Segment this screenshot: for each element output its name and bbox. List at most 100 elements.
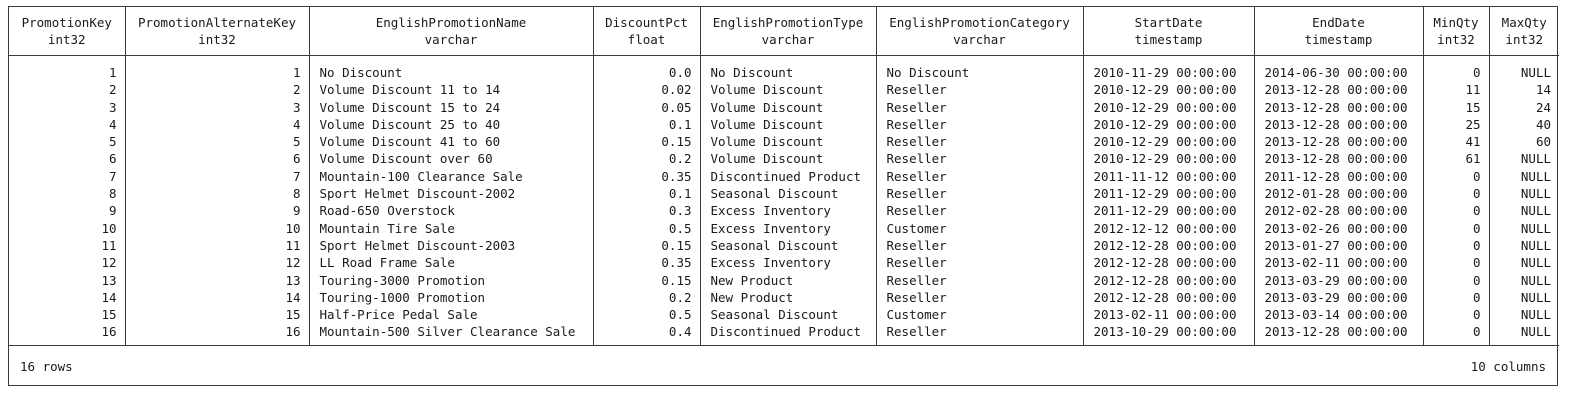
promotion-type-cell: Excess Inventory [699,254,876,272]
promotion-type-cell: No Discount [699,64,876,82]
promotion-key-cell: 7 [108,168,117,184]
promotion-type-cell: Excess Inventory [699,219,876,237]
promotion-category-cell: Reseller [875,98,1083,116]
promotion-name-cell: Sport Helmet Discount-2002 [308,185,593,203]
promotion-category-cell: Reseller [875,254,1083,272]
promotion-type-cell: New Product [699,288,876,307]
start-date-cell: 2013-10-29 00:00:00 [1082,323,1254,341]
promotion-type-cell: Volume Discount [699,150,876,168]
promotion-category-cell: Reseller [875,185,1083,203]
promotion-type-cell: Seasonal Discount [699,306,876,324]
min-qty-cell: 0 [1422,288,1489,307]
discount-pct-cell: 0.3 [592,202,700,220]
promotion-type-cell: Volume Discount [699,115,876,134]
max-qty-cell: NULL [1488,219,1559,237]
promotion-category-cell: Customer [875,219,1083,237]
promotion-name-cell: Touring-1000 Promotion [308,288,593,307]
promotion-alternate-key-cell: 12 [124,254,309,272]
max-qty-cell: 40 [1488,115,1559,134]
end-date-cell: 2013-02-26 00:00:00 [1253,219,1423,237]
end-date-cell: 2012-02-28 00:00:00 [1253,202,1423,220]
end-date-cell: 2013-12-28 00:00:00 [1253,81,1423,99]
promotion-type-cell: Volume Discount [699,98,876,116]
end-date-cell: 2013-12-28 00:00:00 [1253,98,1423,116]
discount-pct-cell: 0.15 [592,133,700,151]
table-row: 14 14 Touring-1000 Promotion 0.2 New Product… [9,288,1559,307]
max-qty-cell: 60 [1488,133,1559,151]
max-qty-cell: 24 [1488,98,1559,116]
column-name: EndDate [1312,15,1365,30]
min-qty-cell: 0 [1422,219,1489,237]
promotion-key-cell: 14 [101,289,117,305]
start-date-cell: 2012-12-28 00:00:00 [1082,254,1254,272]
min-qty-cell: 0 [1422,306,1489,324]
discount-pct-cell: 0.35 [592,254,700,272]
promotion-key-cell: 6 [108,151,117,167]
promotion-key-cell: 8 [108,186,117,202]
table-row: 10 10 Mountain Tire Sale 0.5 Excess Inventor… [9,219,1559,237]
end-date-cell: 2013-12-28 00:00:00 [1253,323,1423,341]
discount-pct-cell: 0.5 [592,219,700,237]
min-qty-cell: 0 [1422,202,1489,220]
table-row: 15 15 Half-Price Pedal Sale 0.5 Seasonal Dis… [9,306,1559,324]
table-row: 9 9 Road-650 Overstock 0.3 Excess Inventory R… [9,202,1559,220]
column-header: MinQty int32 [1422,7,1489,56]
discount-pct-cell: 0.05 [592,98,700,116]
promotion-type-cell: Seasonal Discount [699,236,876,255]
promotion-key-cell: 11 [101,237,117,253]
column-type: int32 [47,32,86,47]
table-row: 2 2 Volume Discount 11 to 14 0.02 Volume Dis… [9,81,1559,99]
promotion-alternate-key-cell: 7 [124,167,309,186]
promotion-key-cell: 13 [101,272,117,288]
promotion-key-cell: 2 [108,82,117,98]
start-date-cell: 2010-12-29 00:00:00 [1082,133,1254,151]
column-type: varchar [761,32,815,47]
promotion-name-cell: Mountain-100 Clearance Sale [308,167,593,186]
table-body: 1 1 No Discount 0.0 No Discount No Discount 20… [9,55,1559,346]
promotion-alternate-key-cell: 10 [124,219,309,237]
promotion-category-cell: No Discount [875,64,1083,82]
end-date-cell: 2013-02-11 00:00:00 [1253,254,1423,272]
promotion-category-cell: Customer [875,306,1083,324]
promotion-alternate-key-cell: 15 [124,306,309,324]
promotion-key-cell: 10 [101,220,117,236]
table-row: 5 5 Volume Discount 41 to 60 0.15 Volume Dis… [9,133,1559,151]
promotion-alternate-key-cell: 1 [124,64,309,82]
promotion-key-cell: 4 [108,116,117,132]
max-qty-cell: NULL [1488,323,1559,341]
promotion-alternate-key-cell: 13 [124,271,309,289]
column-type: int32 [1505,32,1544,47]
column-header: PromotionAlternateKey int32 [124,7,309,56]
end-date-cell: 2011-12-28 00:00:00 [1253,167,1423,186]
promotion-type-cell: Volume Discount [699,133,876,151]
max-qty-cell: NULL [1488,202,1559,220]
promotion-name-cell: Mountain-500 Silver Clearance Sale [308,323,593,341]
start-date-cell: 2011-12-29 00:00:00 [1082,202,1254,220]
table-row: 7 7 Mountain-100 Clearance Sale 0.35 Discont… [9,167,1559,186]
promotion-alternate-key-cell: 4 [124,115,309,134]
start-date-cell: 2012-12-28 00:00:00 [1082,236,1254,255]
min-qty-cell: 11 [1422,81,1489,99]
promotion-key-cell: 9 [108,203,117,219]
table-row: 13 13 Touring-3000 Promotion 0.15 New Produc… [9,271,1559,289]
table-row: 6 6 Volume Discount over 60 0.2 Volume Disco… [9,150,1559,168]
promotion-key-cell: 5 [108,134,117,150]
end-date-cell: 2013-03-29 00:00:00 [1253,271,1423,289]
result-table-frame: PromotionKey int32 PromotionAlternateKey i… [8,6,1559,386]
column-name: MaxQty [1501,15,1547,30]
min-qty-cell: 0 [1422,236,1489,255]
column-type: int32 [198,32,236,47]
promotion-name-cell: LL Road Frame Sale [308,254,593,272]
promotion-name-cell: No Discount [308,64,593,82]
table-row: 3 3 Volume Discount 15 to 24 0.05 Volume Dis… [9,98,1559,116]
discount-pct-cell: 0.1 [592,115,700,134]
promotion-alternate-key-cell: 3 [124,98,309,116]
bottom-pad-row [9,340,1559,346]
end-date-cell: 2013-01-27 00:00:00 [1253,236,1423,255]
max-qty-cell: NULL [1488,185,1559,203]
max-qty-cell: NULL [1488,288,1559,307]
max-qty-cell: NULL [1488,271,1559,289]
table-row: 8 8 Sport Helmet Discount-2002 0.1 Seasonal … [9,185,1559,203]
column-header: MaxQty int32 [1488,7,1559,56]
promotion-category-cell: Reseller [875,202,1083,220]
